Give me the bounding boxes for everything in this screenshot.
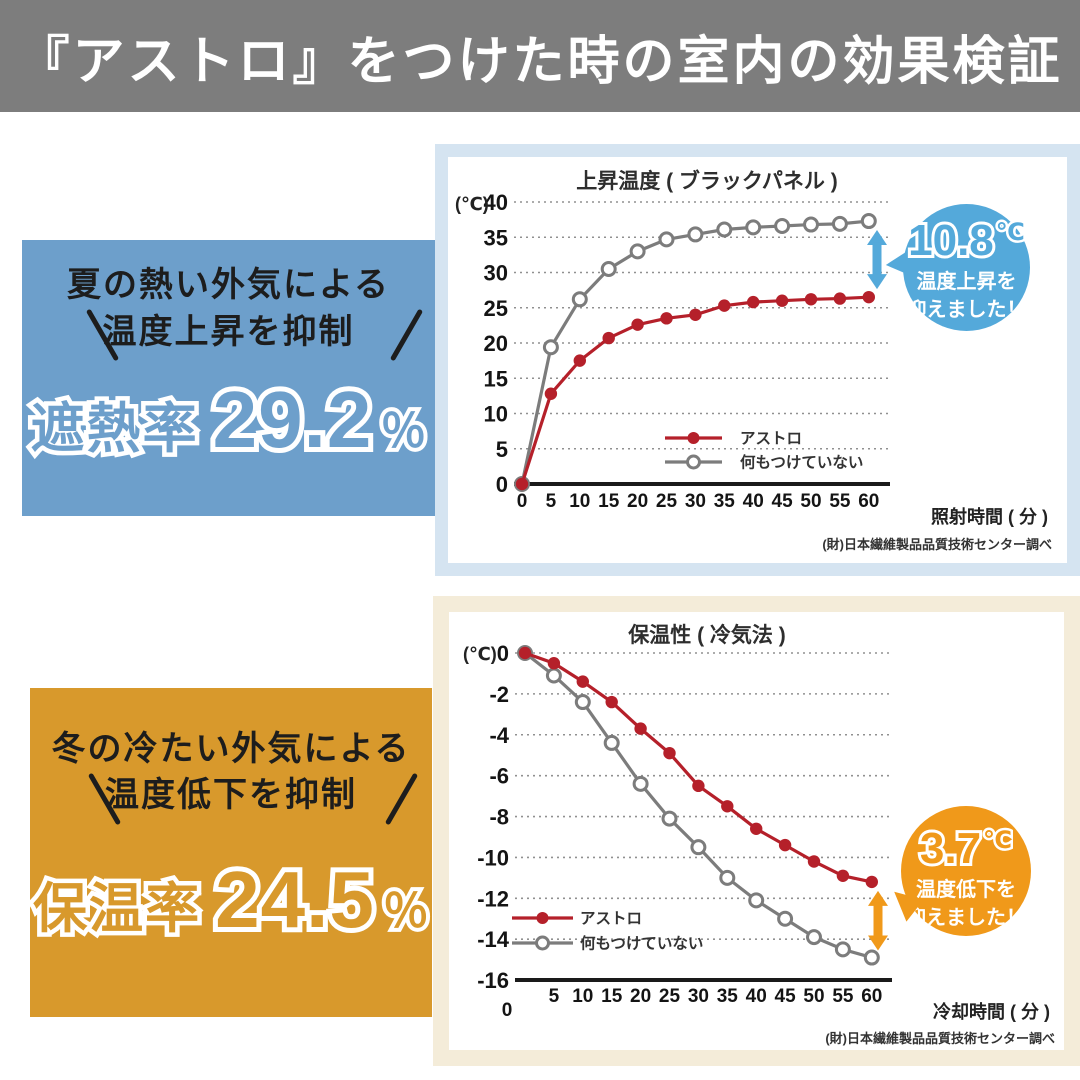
svg-text:25: 25 — [484, 296, 508, 321]
svg-text:50: 50 — [803, 986, 824, 1007]
svg-text:-6: -6 — [489, 764, 509, 789]
svg-text:35: 35 — [717, 986, 739, 1007]
svg-text:40: 40 — [484, 190, 508, 215]
winter-caption-line1: 冬の冷たい外気による — [51, 730, 411, 768]
svg-text:45: 45 — [775, 986, 797, 1007]
summer-caption-line2: 温度上昇を抑制 — [102, 313, 355, 351]
svg-text:20: 20 — [627, 491, 648, 512]
svg-text:0: 0 — [497, 641, 509, 666]
header-bar: 『アストロ』をつけた時の室内の効果検証 — [0, 0, 1080, 112]
svg-text:10: 10 — [569, 491, 590, 512]
summer-stat-value: 29.2 29.2 — [208, 375, 377, 465]
svg-text:-2: -2 — [489, 682, 509, 707]
svg-text:45: 45 — [772, 491, 794, 512]
svg-text:35: 35 — [484, 225, 508, 250]
svg-text:(財)日本繊維製品品質技術センター調べ: (財)日本繊維製品品質技術センター調べ — [822, 537, 1052, 552]
svg-text:-8: -8 — [489, 805, 509, 830]
callout-value-row: 3.7 3.7 ℃ ℃ — [917, 824, 1015, 874]
callout-line1: 温度低下を — [916, 879, 1016, 901]
summer-caption-line1: 夏の熱い外気による — [67, 266, 390, 304]
svg-text:アストロ: アストロ — [580, 911, 642, 928]
svg-text:0: 0 — [517, 491, 528, 512]
heat-retention-callout: 3.7 3.7 ℃ ℃ 温度低下を 抑えました！ — [884, 806, 1031, 936]
svg-text:-16: -16 — [477, 968, 509, 993]
svg-text:20: 20 — [630, 986, 651, 1007]
svg-text:何もつけていない: 何もつけていない — [740, 453, 863, 472]
svg-text:25: 25 — [656, 491, 678, 512]
svg-text:25: 25 — [659, 986, 681, 1007]
winter-stat: 保温率 保温率 24.5 24.5 ％％ — [29, 855, 433, 945]
heat-retention-chart-panel: 0 -2 -4 -6 -8 -10 -12 -14 -16 0 5 10 15 20 25 30 35 40 45 5… — [433, 596, 1080, 1066]
svg-text:15: 15 — [484, 366, 508, 391]
svg-text:55: 55 — [832, 986, 854, 1007]
svg-text:-10: -10 — [477, 845, 509, 870]
callout-unit: ℃ ℃ — [993, 218, 1027, 247]
summer-stat: 遮熱率 遮熱率 29.2 29.2 ％％ — [22, 375, 435, 465]
svg-text:40: 40 — [743, 491, 764, 512]
callout-value: 3.7 3.7 — [917, 824, 984, 874]
winter-stat-unit: ％％ — [379, 884, 433, 938]
svg-text:5: 5 — [496, 437, 508, 462]
svg-text:35: 35 — [714, 491, 736, 512]
winter-stat-box: 冬の冷たい外気による 温度低下を抑制 保温率 保温率 24.5 24.5 ％％ — [29, 688, 433, 1017]
svg-text:アストロ: アストロ — [740, 431, 802, 448]
winter-stat-value: 24.5 24.5 — [210, 855, 379, 945]
summer-stat-unit: ％％ — [376, 404, 430, 458]
svg-text:60: 60 — [861, 986, 882, 1007]
callout-unit: ℃ ℃ — [981, 826, 1015, 855]
svg-text:保温性 ( 冷気法 ): 保温性 ( 冷気法 ) — [627, 623, 786, 647]
svg-text:-14: -14 — [477, 927, 510, 952]
svg-text:50: 50 — [800, 491, 821, 512]
svg-text:(℃): (℃) — [455, 194, 489, 214]
page-title: 『アストロ』をつけた時の室内の効果検証 — [17, 32, 1063, 91]
svg-text:40: 40 — [746, 986, 767, 1007]
svg-text:(財)日本繊維製品品質技術センター調べ: (財)日本繊維製品品質技術センター調べ — [825, 1031, 1055, 1046]
svg-text:冷却時間 ( 分 ): 冷却時間 ( 分 ) — [933, 1001, 1050, 1022]
svg-text:20: 20 — [484, 331, 508, 356]
callout-line2: 抑えました！ — [906, 907, 1026, 930]
svg-text:30: 30 — [688, 986, 709, 1007]
svg-text:60: 60 — [858, 491, 879, 512]
svg-text:照射時間 ( 分 ): 照射時間 ( 分 ) — [931, 506, 1048, 527]
callout-line2: 抑えました！ — [906, 299, 1027, 322]
svg-text:10: 10 — [484, 402, 508, 427]
svg-text:5: 5 — [546, 491, 557, 512]
heat-rise-chart-panel: 40 35 30 25 20 15 10 5 0 0 5 10 15 20 25 30 35 40 45 50 55 60… — [435, 144, 1080, 576]
svg-text:0: 0 — [496, 472, 508, 497]
svg-text:55: 55 — [829, 491, 851, 512]
svg-text:(℃): (℃) — [463, 644, 497, 664]
callout-value: 10.8 10.8 — [905, 216, 997, 266]
svg-text:5: 5 — [549, 986, 560, 1007]
summer-stat-label: 遮熱率 遮熱率 — [26, 398, 201, 461]
heat-rise-callout: 10.8 10.8 ℃ ℃ 温度上昇を 抑えました！ — [884, 204, 1030, 331]
svg-text:30: 30 — [685, 491, 706, 512]
svg-text:30: 30 — [484, 261, 508, 286]
svg-text:上昇温度 ( ブラックパネル ): 上昇温度 ( ブラックパネル ) — [576, 169, 837, 193]
svg-text:-12: -12 — [477, 886, 509, 911]
winter-caption-line2: 温度低下を抑制 — [105, 776, 357, 814]
svg-text:10: 10 — [572, 986, 593, 1007]
svg-text:何もつけていない: 何もつけていない — [580, 934, 703, 953]
svg-text:15: 15 — [598, 491, 620, 512]
svg-text:0: 0 — [502, 1000, 513, 1021]
winter-stat-label: 保温率 保温率 — [29, 878, 204, 941]
heat-retention-line-chart: 0 -2 -4 -6 -8 -10 -12 -14 -16 0 5 10 15 20 25 30 35 40 45 5… — [463, 623, 1055, 1046]
callout-line1: 温度上昇を — [916, 271, 1017, 293]
svg-text:-4: -4 — [489, 723, 509, 748]
svg-text:15: 15 — [601, 986, 623, 1007]
callout-value-row: 10.8 10.8 ℃ ℃ — [905, 216, 1027, 266]
summer-stat-box: 夏の熱い外気による 温度上昇を抑制 遮熱率 遮熱率 29.2 29.2 ％％ — [22, 240, 435, 516]
